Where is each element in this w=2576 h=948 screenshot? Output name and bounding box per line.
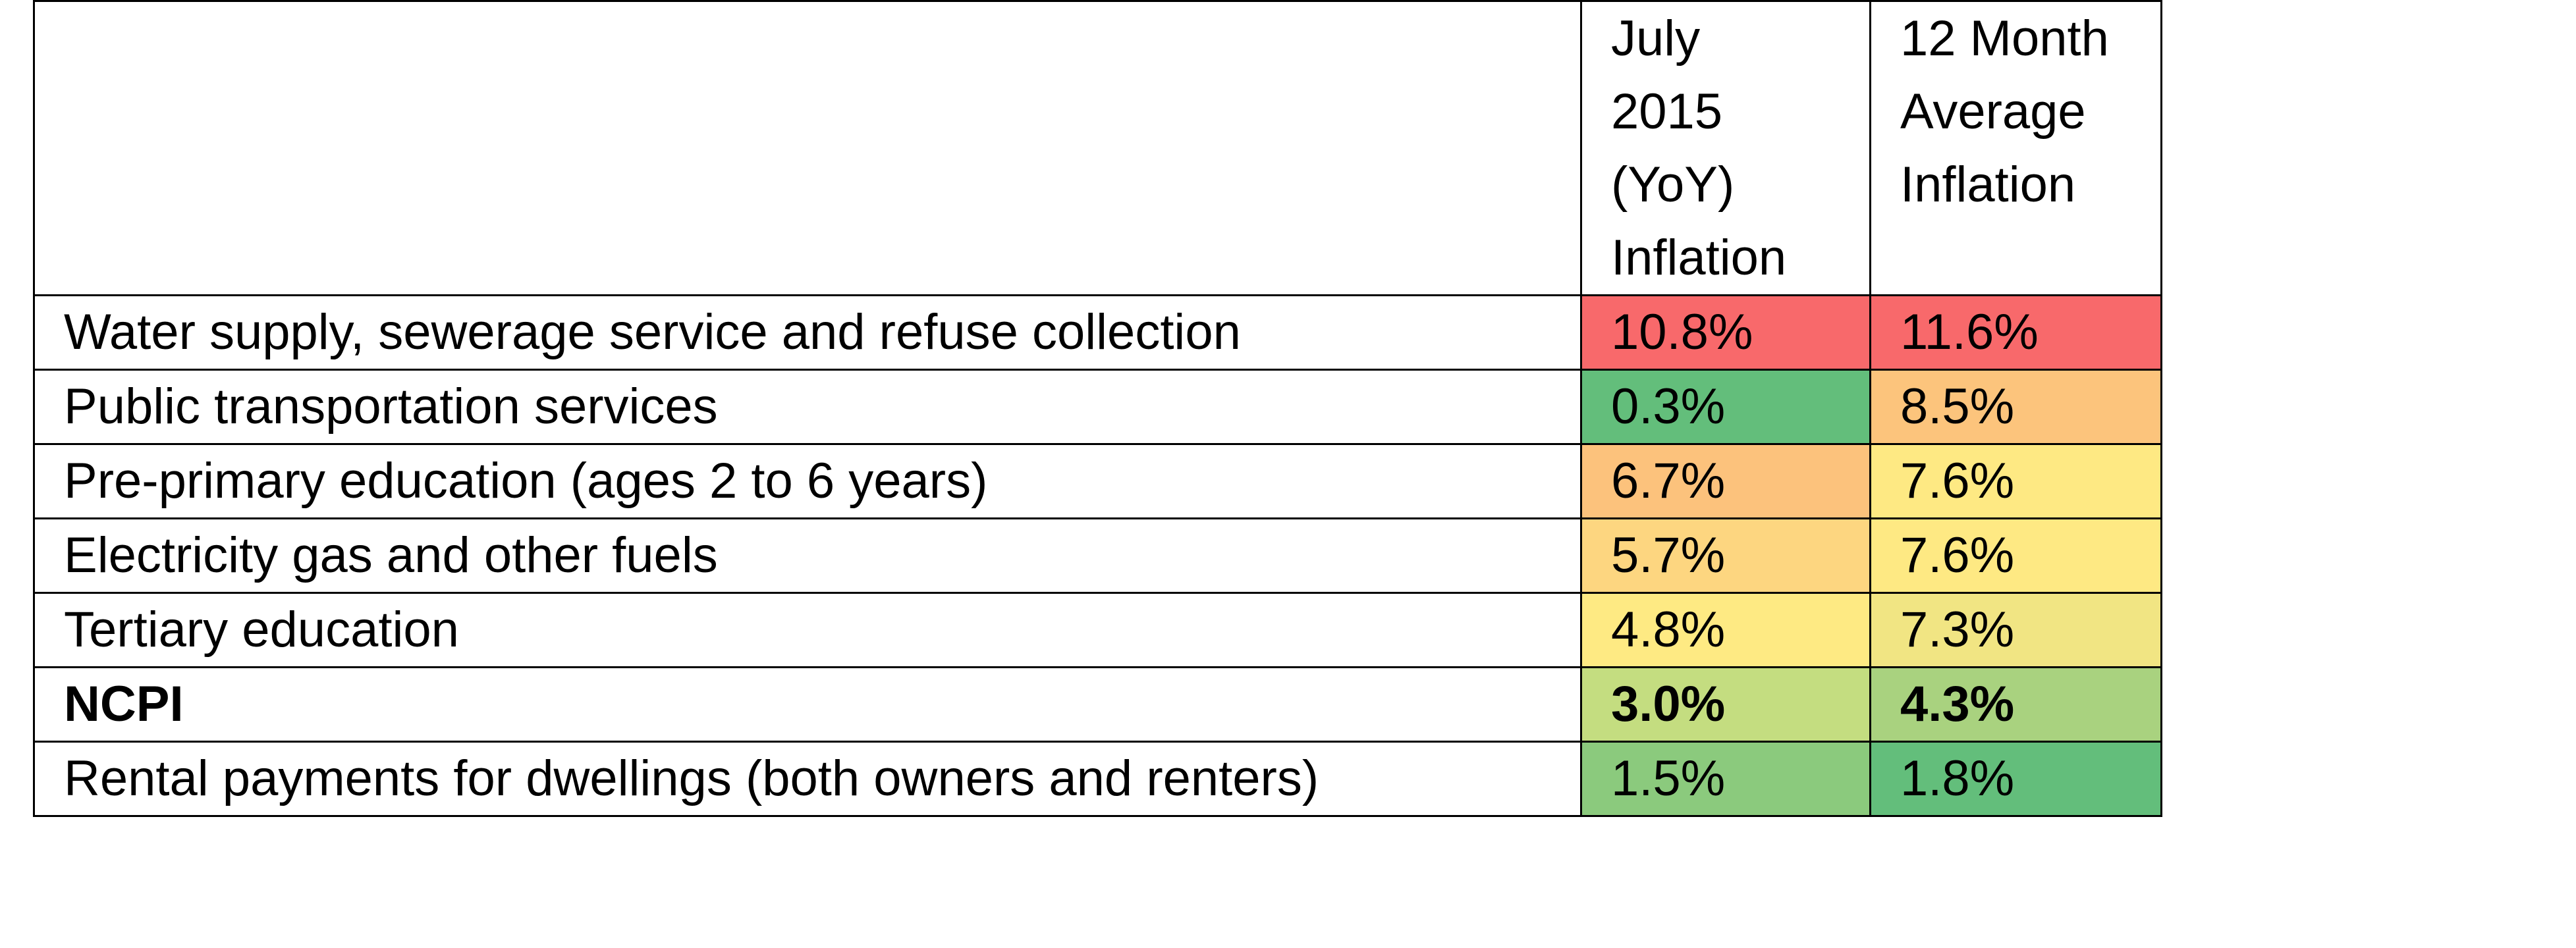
data-row: Rental payments for dwellings (both owne… — [33, 741, 2162, 817]
value-cell: 3.0% — [1580, 666, 1871, 743]
row-label: Rental payments for dwellings (both owne… — [33, 741, 1582, 817]
table-body: July 2015 (YoY) Inflation 12 Month Average Inf… — [33, 0, 2162, 817]
value-cell: 11.6% — [1869, 294, 2162, 371]
header-line: Average — [1900, 84, 2086, 140]
value-cell: 5.7% — [1580, 517, 1871, 594]
row-label: NCPI — [33, 666, 1582, 743]
value-cell: 7.3% — [1869, 592, 2162, 668]
row-label: Pre-primary education (ages 2 to 6 years… — [33, 443, 1582, 519]
value-cell: 1.8% — [1869, 741, 2162, 817]
header-cell: 12 Month Average Inflation — [1869, 0, 2162, 296]
value-cell: 7.6% — [1869, 517, 2162, 594]
value-cell: 7.6% — [1869, 443, 2162, 519]
data-row: NCPI 3.0% 4.3% — [33, 666, 2162, 743]
value-cell: 4.8% — [1580, 592, 1871, 668]
data-row: Public transportation services 0.3% 8.5% — [33, 369, 2162, 445]
header-line: (YoY) — [1611, 157, 1735, 213]
header-line: July — [1611, 11, 1701, 66]
row-label: Electricity gas and other fuels — [33, 517, 1582, 594]
value-cell: 8.5% — [1869, 369, 2162, 445]
value-cell: 1.5% — [1580, 741, 1871, 817]
data-row: Pre-primary education (ages 2 to 6 years… — [33, 443, 2162, 519]
value-cell: 6.7% — [1580, 443, 1871, 519]
row-label: Public transportation services — [33, 369, 1582, 445]
inflation-table: July 2015 (YoY) Inflation 12 Month Average Inf… — [33, 0, 2162, 817]
data-row: Electricity gas and other fuels 5.7% 7.6% — [33, 517, 2162, 594]
header-line: Inflation — [1611, 230, 1787, 286]
header-cell — [33, 0, 1582, 296]
header-line: Inflation — [1900, 157, 2076, 213]
header-line: 12 Month — [1900, 11, 2109, 66]
header-row: July 2015 (YoY) Inflation 12 Month Average Inf… — [33, 0, 2162, 296]
row-label: Tertiary education — [33, 592, 1582, 668]
data-row: Tertiary education 4.8% 7.3% — [33, 592, 2162, 668]
header-cell: July 2015 (YoY) Inflation — [1580, 0, 1871, 296]
value-cell: 0.3% — [1580, 369, 1871, 445]
row-label: Water supply, sewerage service and refus… — [33, 294, 1582, 371]
data-row: Water supply, sewerage service and refus… — [33, 294, 2162, 371]
value-cell: 4.3% — [1869, 666, 2162, 743]
value-cell: 10.8% — [1580, 294, 1871, 371]
header-line: 2015 — [1611, 84, 1723, 140]
